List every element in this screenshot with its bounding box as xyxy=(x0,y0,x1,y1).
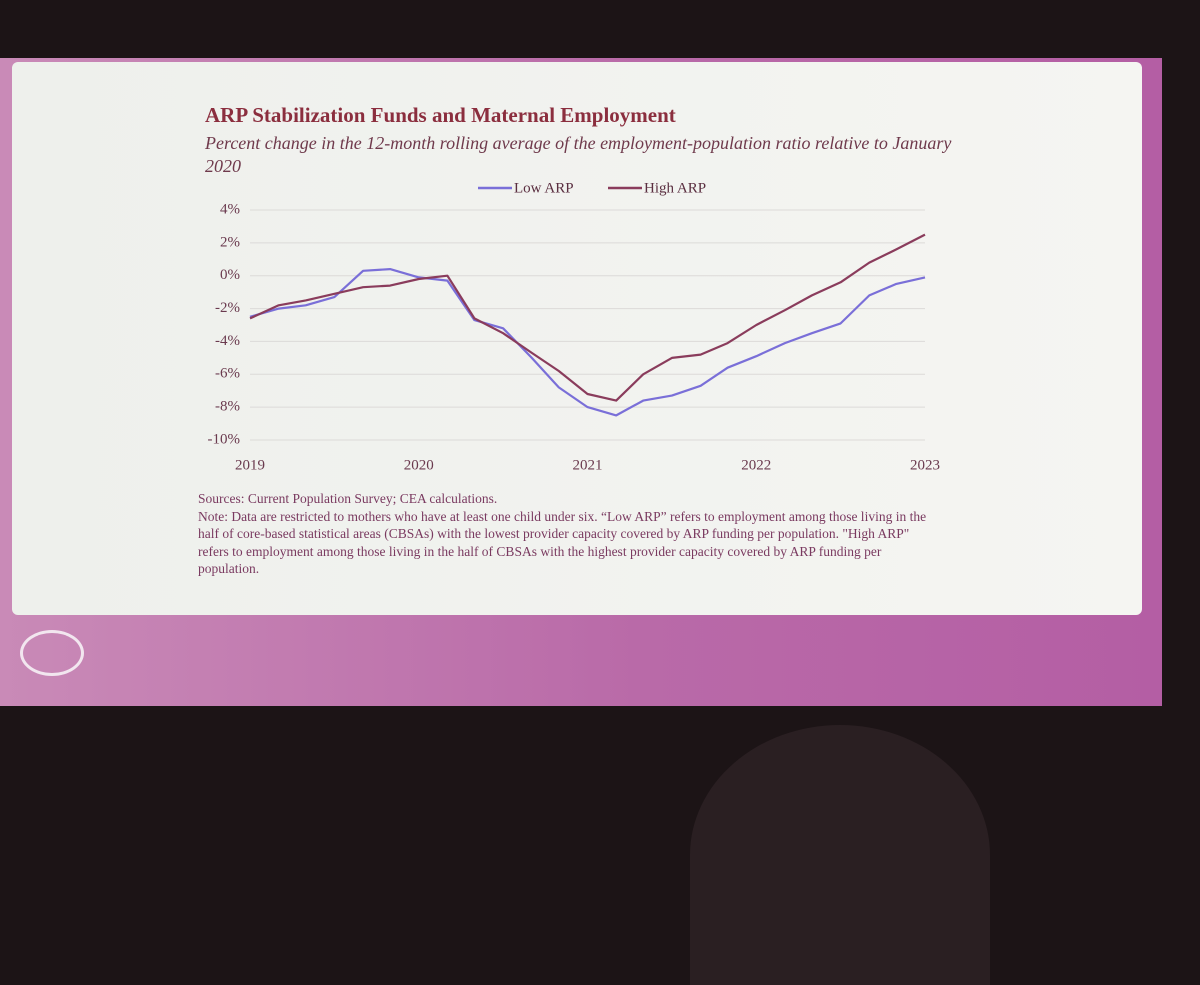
slide xyxy=(12,62,1142,615)
series-line xyxy=(249,233,926,402)
page: -10% -8% -6% -4% -2% 0% 2% 4% 2019 2020 2021 2022 20… xyxy=(0,58,1162,985)
logo xyxy=(20,630,84,676)
chart-subtitle: Percent change in the 12-month rolling a… xyxy=(205,133,952,176)
y-tick-label: 2% xyxy=(220,234,240,250)
x-tick-label: 2019 xyxy=(235,457,265,473)
note: Note: Data are restricted to mothers who… xyxy=(198,508,927,577)
x-tick-label: 2020 xyxy=(404,457,434,473)
series-line xyxy=(249,268,926,417)
y-tick-label: -6% xyxy=(215,366,240,382)
y-tick-label: -8% xyxy=(215,399,240,415)
x-tick-label: 2022 xyxy=(741,457,771,473)
chart-title: ARP Stabilization Funds and Maternal Emp… xyxy=(205,103,676,127)
notes: Sources: Current Population Survey; CEA … xyxy=(198,490,938,578)
x-tick-label: 2021 xyxy=(573,457,603,473)
x-tick-label: 2023 xyxy=(910,457,940,473)
y-tick-label: -4% xyxy=(215,333,240,349)
legend-label: High ARP xyxy=(644,180,706,196)
y-tick-label: 4% xyxy=(220,201,240,217)
y-tick-label: 0% xyxy=(220,267,240,283)
chart: -10% -8% -6% -4% -2% 0% 2% 4% 2019 2020 2021 2022 20… xyxy=(208,180,941,473)
y-tick-label: -2% xyxy=(215,300,240,316)
sources: Sources: Current Population Survey; CEA … xyxy=(198,491,498,506)
legend-label: Low ARP xyxy=(514,180,574,196)
y-tick-label: -10% xyxy=(208,431,241,447)
